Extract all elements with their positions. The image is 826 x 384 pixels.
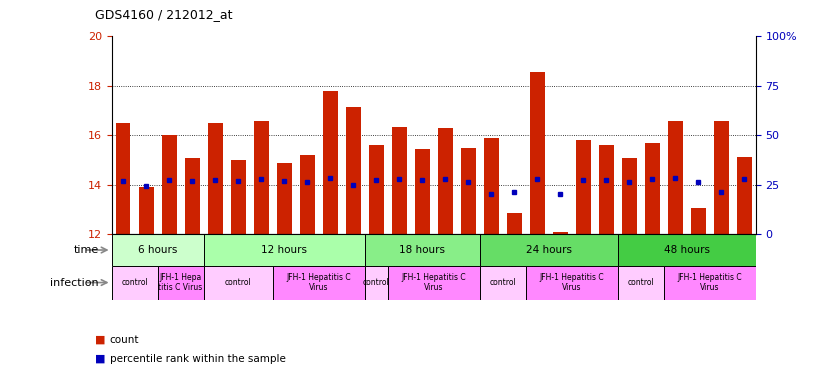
Text: JFH-1 Hepatitis C
Virus: JFH-1 Hepatitis C Virus xyxy=(287,273,351,292)
Bar xyxy=(392,127,406,235)
Bar xyxy=(599,146,614,235)
Bar xyxy=(254,121,268,235)
Text: time: time xyxy=(74,245,99,255)
Bar xyxy=(230,160,245,235)
Text: 24 hours: 24 hours xyxy=(525,245,572,255)
Bar xyxy=(525,266,618,300)
Bar xyxy=(667,121,683,235)
Text: infection: infection xyxy=(50,278,99,288)
Bar xyxy=(618,235,756,266)
Bar xyxy=(664,266,756,300)
Text: JFH-1 Hepa
titis C Virus: JFH-1 Hepa titis C Virus xyxy=(159,273,202,292)
Text: 12 hours: 12 hours xyxy=(261,245,307,255)
Bar xyxy=(184,158,200,235)
Bar xyxy=(714,121,729,235)
Bar xyxy=(461,148,476,235)
Bar xyxy=(116,123,131,235)
Bar xyxy=(112,235,203,266)
Bar xyxy=(691,209,705,235)
Bar xyxy=(618,266,664,300)
Bar xyxy=(553,232,567,235)
Bar xyxy=(203,266,273,300)
Bar xyxy=(737,157,752,235)
Text: GDS4160 / 212012_at: GDS4160 / 212012_at xyxy=(95,8,232,21)
Bar xyxy=(529,72,544,235)
Text: 18 hours: 18 hours xyxy=(399,245,445,255)
Bar xyxy=(158,266,203,300)
Bar xyxy=(576,141,591,235)
Bar xyxy=(368,146,383,235)
Bar xyxy=(364,235,480,266)
Bar xyxy=(323,91,338,235)
Bar xyxy=(387,266,480,300)
Bar xyxy=(345,107,361,235)
Text: percentile rank within the sample: percentile rank within the sample xyxy=(110,354,286,364)
Text: control: control xyxy=(628,278,654,287)
Text: JFH-1 Hepatitis C
Virus: JFH-1 Hepatitis C Virus xyxy=(539,273,604,292)
Bar xyxy=(273,266,364,300)
Text: control: control xyxy=(363,278,390,287)
Bar xyxy=(506,214,522,235)
Bar xyxy=(415,149,430,235)
Bar xyxy=(645,143,660,235)
Text: JFH-1 Hepatitis C
Virus: JFH-1 Hepatitis C Virus xyxy=(401,273,466,292)
Bar xyxy=(480,235,618,266)
Text: ■: ■ xyxy=(95,335,106,345)
Bar xyxy=(364,266,387,300)
Text: control: control xyxy=(121,278,148,287)
Bar xyxy=(300,155,315,235)
Text: 48 hours: 48 hours xyxy=(664,245,710,255)
Bar xyxy=(622,158,637,235)
Bar xyxy=(203,235,364,266)
Bar xyxy=(438,128,453,235)
Text: JFH-1 Hepatitis C
Virus: JFH-1 Hepatitis C Virus xyxy=(677,273,742,292)
Text: control: control xyxy=(225,278,251,287)
Bar xyxy=(207,123,222,235)
Bar xyxy=(277,163,292,235)
Text: ■: ■ xyxy=(95,354,106,364)
Bar xyxy=(162,136,177,235)
Bar xyxy=(480,266,525,300)
Bar xyxy=(484,138,499,235)
Bar xyxy=(112,266,158,300)
Text: 6 hours: 6 hours xyxy=(138,245,178,255)
Bar xyxy=(139,187,154,235)
Text: count: count xyxy=(110,335,140,345)
Text: control: control xyxy=(489,278,516,287)
